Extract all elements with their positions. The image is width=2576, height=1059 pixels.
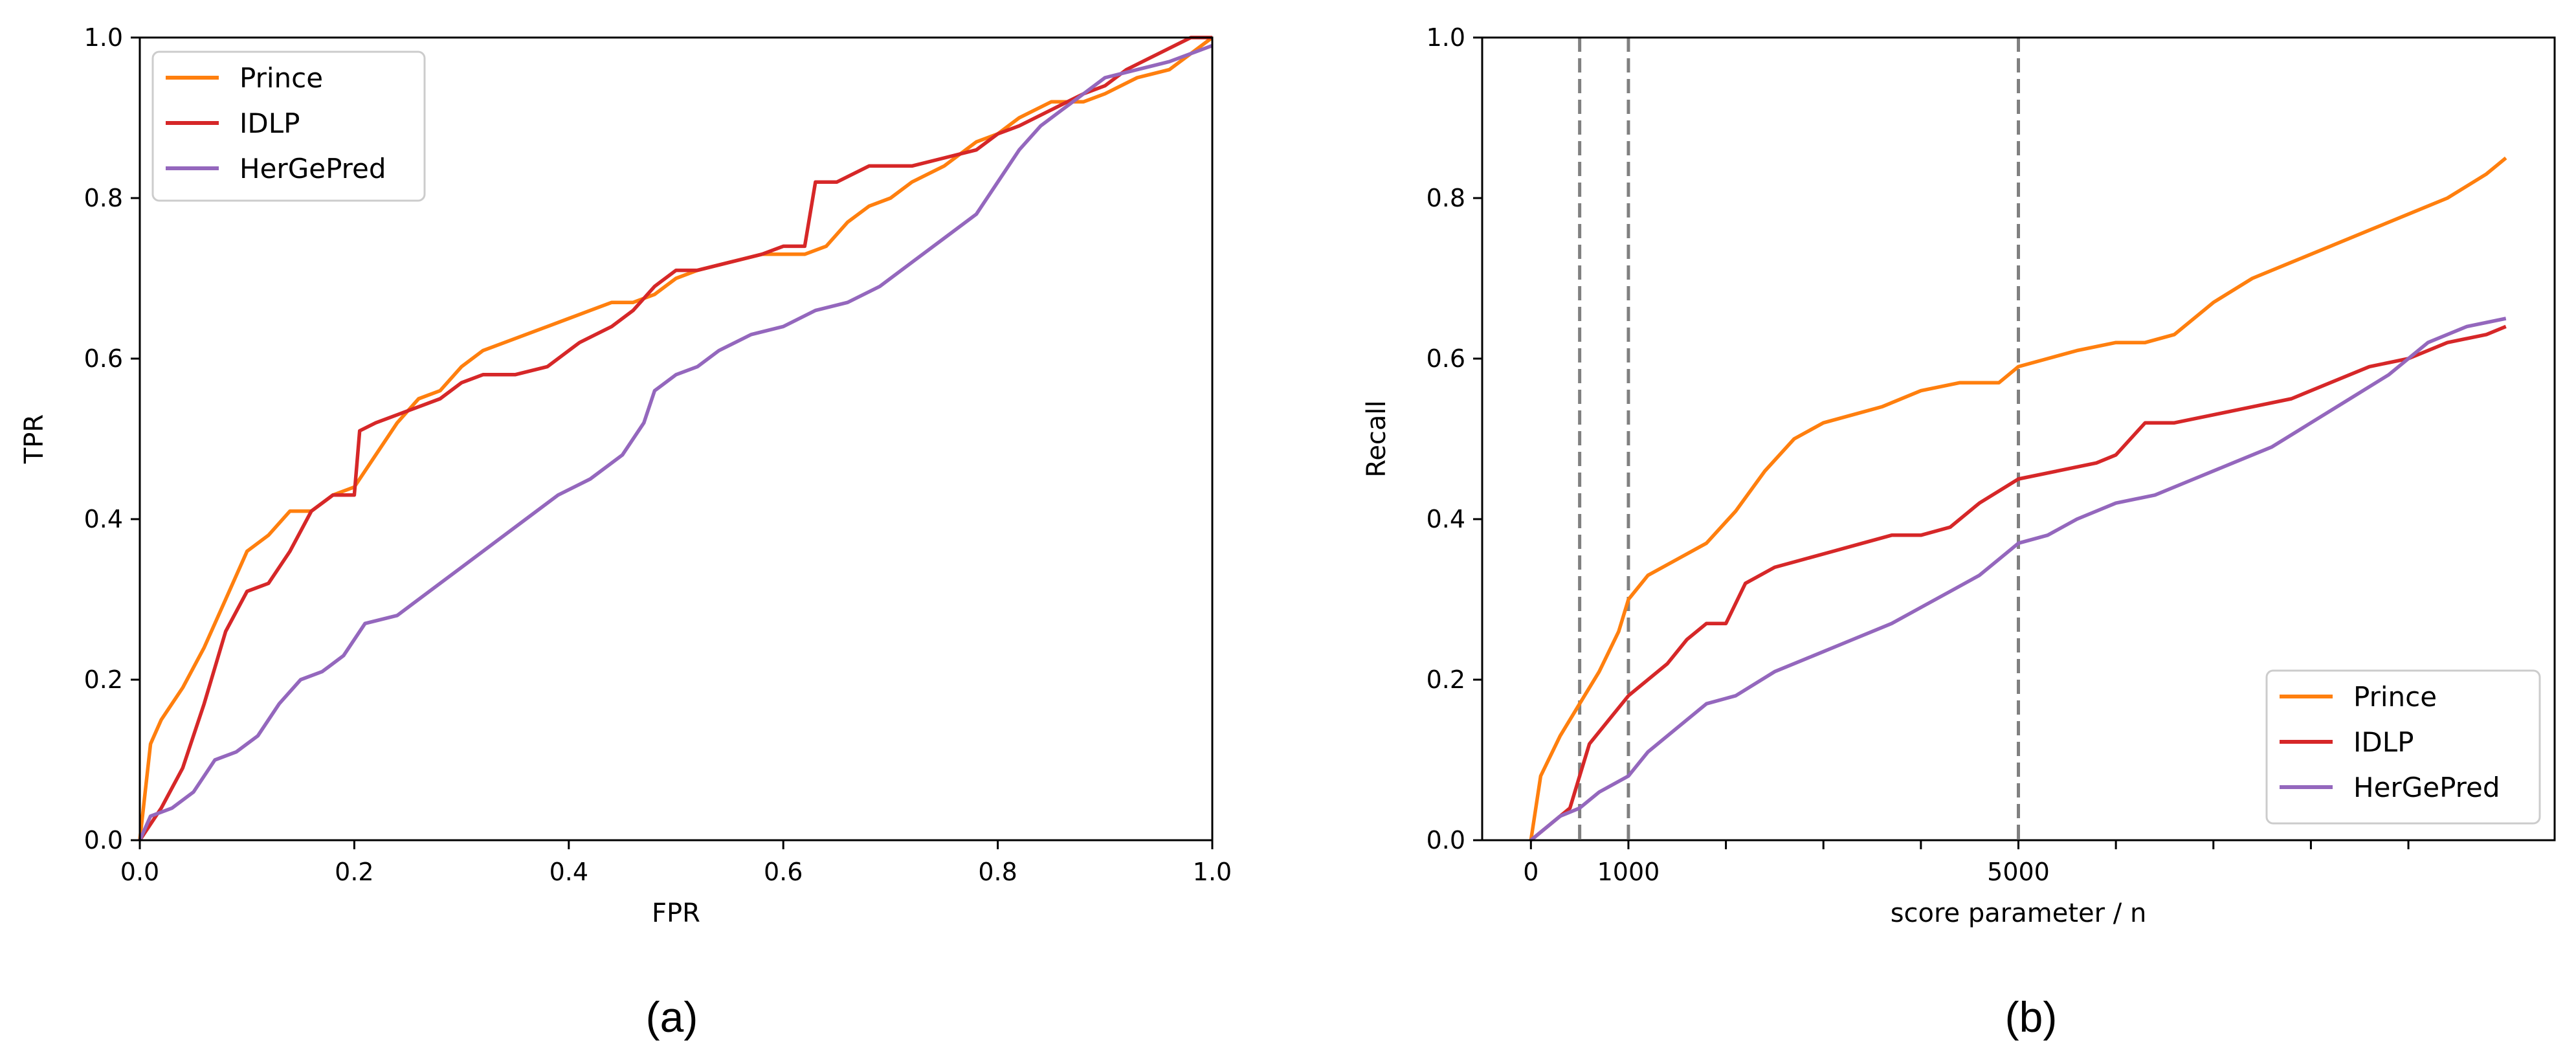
chart-panel-a: 0.0 0.2 0.4 0.6 0.8 1.0 0.0 0.2 0.4 0.6 0.8 1.0 FPR T… [19,23,1232,1041]
y-tick-label: 0.2 [84,665,123,694]
panel-caption: (b) [2005,993,2058,1041]
x-tick-label: 0.0 [120,858,159,886]
x-tick-label: 1000 [1597,858,1660,886]
legend-box [151,50,426,202]
legend-box [2265,669,2541,825]
legend-label-prince: Prince [2353,681,2437,713]
series-line-idlp [138,36,1212,842]
x-tick-label: 0.8 [978,858,1017,886]
x-tick-label: 0.6 [764,858,803,886]
y-tick-label: 1.0 [84,23,123,52]
legend-label-idlp: IDLP [239,107,300,139]
series-line-prince [1529,156,2507,841]
x-tick-label: 0 [1523,858,1538,886]
legend-label-prince: Prince [239,62,323,94]
x-tick-label: 0.4 [550,858,588,886]
y-tick-label: 0.2 [1427,665,1465,694]
series-line-idlp [1529,324,2507,842]
panel-caption: (a) [646,993,698,1041]
series-line-hergepred [138,43,1213,842]
y-tick-label: 0.8 [1427,184,1465,212]
y-tick-label: 0.4 [84,505,123,533]
y-tick-label: 1.0 [1427,23,1465,52]
x-tick-label: 0.2 [335,858,373,886]
y-tick-label: 0.0 [1427,826,1465,854]
y-tick-label: 0.8 [84,184,123,212]
y-axis-label: TPR [19,414,49,464]
axes-frame [139,36,1214,842]
y-tick-label: 0.4 [1427,505,1465,533]
y-tick-label: 0.0 [84,826,123,854]
legend-label-idlp: IDLP [2353,726,2414,758]
y-tick-label: 0.6 [1427,344,1465,373]
legend-label-hergepred: HerGePred [2353,772,2500,803]
x-axis-label: score parameter / n [1891,898,2147,928]
x-tick-label: 1.0 [1193,858,1232,886]
y-tick-label: 0.6 [84,344,123,373]
y-axis-label: Recall [1362,400,1392,477]
chart-panel-b: 0 1000 5000 0.0 0.2 0.4 0.6 0.8 1.0 score paramet… [1362,23,2556,1041]
series-line-hergepred [1529,317,2507,842]
legend-label-hergepred: HerGePred [239,153,386,184]
x-tick-label: 5000 [1987,858,2050,886]
x-axis-label: FPR [652,898,700,928]
